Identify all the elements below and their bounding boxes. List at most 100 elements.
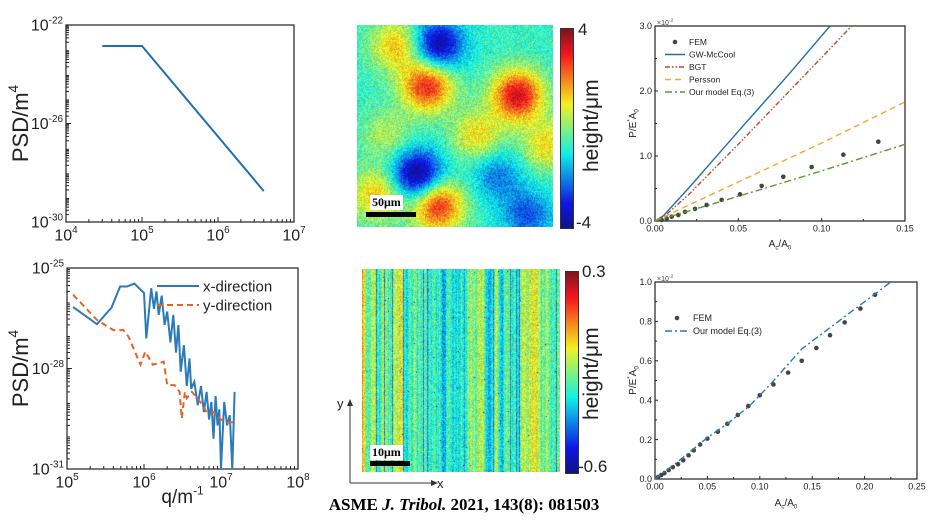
chart-4: 0.00 0.05 0.10 0.15 0.20 0.25 0.0 0.2 0.4 0.6 0.8 1… — [627, 273, 926, 510]
x-tick-label: 0.15 — [803, 481, 821, 491]
y-tick-label: 0.2 — [639, 435, 652, 445]
legend-label: FEM — [689, 37, 707, 47]
y-axis-multiplier: ×10-2​ — [657, 273, 674, 283]
y-tick-label: 0.0 — [639, 216, 652, 226]
scale-bar — [370, 461, 410, 466]
colorbar-title: height/μm — [580, 327, 603, 420]
y-tick-label: 1.0 — [639, 151, 652, 161]
data-point — [759, 183, 764, 189]
x-tick-label: 106​ — [132, 472, 156, 491]
x-axis-letter: x — [437, 476, 444, 491]
x-tick-label: 104​ — [54, 225, 78, 244]
data-point — [785, 370, 791, 375]
x-tick-label: 107​ — [282, 225, 306, 244]
legend-label: x-direction — [203, 278, 272, 295]
data-point — [771, 382, 776, 387]
legend-label: FEM — [693, 313, 712, 323]
scale-bar-label: 50μm — [370, 195, 403, 210]
data-point — [704, 202, 709, 208]
x-tick-label: 0.20 — [856, 481, 874, 491]
x-tick-label: 0.00 — [646, 223, 664, 233]
colorbar-min: -0.6 — [578, 457, 608, 476]
chart-3: 0.00 0.05 0.10 0.15 0.0 1.0 2.0 3.0 ×10-2​ P/E*​A… — [627, 17, 914, 251]
citation-volume: 2021, 143(8): 081503 — [446, 495, 600, 514]
citation-journal: J. Tribol. — [382, 495, 447, 514]
legend-label: Our model Eq.(3) — [689, 87, 754, 97]
legend-entry: Our model Eq.(3) — [665, 326, 762, 336]
x-axis-label: Ac​/A0​ — [769, 239, 792, 252]
series-line-bgt — [655, 26, 853, 221]
scale-bar-label: 10μm — [370, 445, 403, 460]
x-tick-label: 0.10 — [813, 223, 831, 233]
legend-label: Persson — [689, 74, 720, 84]
series-line-curve — [102, 45, 265, 192]
y-axis-label: PSD/m4​ — [6, 84, 33, 162]
x-tick-label: 105​ — [130, 225, 154, 244]
colorbar-max: 0.3 — [582, 262, 606, 281]
series-line-gw-mccool — [655, 26, 831, 221]
series-line-x-direction — [72, 282, 236, 469]
chart-2: 105​ 106​ 107​ 108​ 10-31​ 10-28​ 10-25​ PSD/m4… — [6, 258, 310, 508]
y-axis-multiplier: ×10-2​ — [657, 17, 674, 27]
data-point — [858, 306, 863, 311]
data-point — [809, 164, 814, 170]
data-point — [675, 461, 681, 467]
legend-label: BGT — [689, 62, 706, 72]
x-tick-label: 107​ — [209, 472, 233, 491]
colorbar-min: -4 — [576, 213, 592, 232]
y-tick-label: 0.0 — [639, 474, 652, 484]
x-tick-label: 106​ — [206, 225, 230, 244]
x-tick-label: 108​ — [286, 472, 310, 491]
y-axis-label: P/E*​A0​ — [627, 366, 641, 395]
legend-marker — [674, 315, 680, 321]
data-point — [841, 152, 846, 157]
legend-entry: x-direction — [157, 278, 272, 295]
x-axis-label: Ac​/A0​ — [775, 498, 798, 511]
legend-entry: Our model Eq.(3) — [665, 87, 754, 97]
series-line-our-model-eq-3- — [655, 282, 892, 479]
data-point — [662, 470, 667, 476]
plot-frame — [65, 24, 295, 223]
legend-label: y-direction — [203, 297, 272, 314]
y-tick-label: 10-31​ — [32, 459, 65, 478]
y-tick-label: 1.0 — [639, 277, 652, 287]
x-tick-label: 0.25 — [908, 481, 926, 491]
data-point — [705, 436, 710, 441]
y-axis-label: PSD/m4​ — [6, 329, 33, 407]
legend-entry: GW-McCool — [665, 49, 735, 59]
y-axis-letter: y — [337, 396, 344, 411]
x-axis-label: q/m-1​ — [161, 484, 203, 508]
colorbar — [565, 271, 579, 474]
data-point — [814, 345, 819, 351]
colorbar-title: height/μm — [580, 79, 603, 172]
data-point — [799, 358, 805, 364]
y-tick-label: 0.6 — [639, 356, 652, 366]
scale-bar — [366, 212, 416, 217]
legend-entry: BGT — [665, 62, 706, 72]
data-point — [876, 139, 881, 144]
data-point — [697, 442, 703, 447]
data-point — [719, 197, 724, 203]
data-point — [842, 320, 847, 325]
legend-entry: FEM — [674, 313, 712, 323]
y-tick-label: 10-22​ — [31, 15, 64, 34]
x-tick-label: 0.10 — [751, 481, 769, 491]
legend-entry: FEM — [672, 37, 707, 47]
x-tick-label: 0.05 — [730, 223, 748, 233]
colorbar-max: 4 — [578, 20, 588, 39]
x-tick-label: 0.05 — [699, 481, 717, 491]
y-tick-label: 2.0 — [639, 86, 652, 96]
data-point — [827, 332, 833, 338]
legend-marker — [672, 39, 678, 45]
data-point — [781, 174, 786, 180]
surface-height-map-isotropic — [357, 25, 553, 227]
citation-publisher: ASME — [328, 495, 383, 514]
legend-entry: y-direction — [157, 297, 272, 314]
y-tick-label: 10-26​ — [31, 114, 64, 133]
y-axis-label: P/E*​A0​ — [627, 109, 641, 138]
legend-label: Our model Eq.(3) — [693, 326, 762, 336]
series-line-our-model-eq-3- — [655, 143, 905, 221]
y-tick-label: 3.0 — [639, 21, 652, 31]
